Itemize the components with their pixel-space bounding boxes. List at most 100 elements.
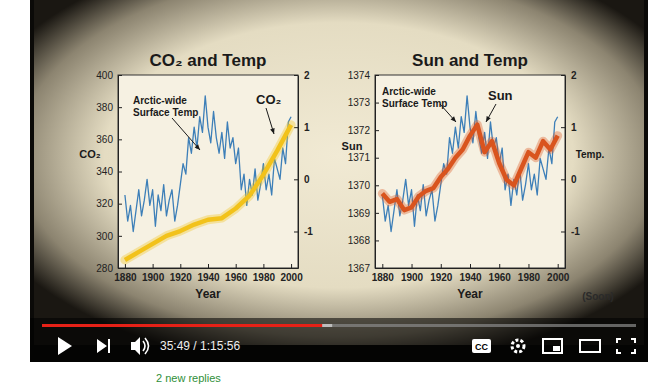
volume-button[interactable] [131,337,140,355]
tick-mark [375,240,379,241]
settings-button[interactable] [512,340,524,352]
axis-line [565,76,566,269]
pointer-line [172,118,200,150]
plot-area [382,96,557,232]
tick-mark [558,264,559,268]
tick-mark [153,264,154,268]
play-button[interactable] [58,337,72,355]
captions-label: CC [475,342,488,352]
volume-waves [143,338,149,354]
series-glow [382,125,557,210]
tick-label: 1900 [401,272,424,283]
series-label: CO₂ [256,92,282,107]
time-display: 35:49 / 1:15:56 [160,339,240,353]
tick: 1370 [348,180,379,191]
tick: 1900 [401,264,424,283]
controls-bar [30,318,648,362]
tick: 300 [96,231,122,242]
progress-track[interactable] [42,324,636,327]
y-axis: 280300320340360380400 [96,70,122,274]
chart-title: CO₂ and Temp [150,51,267,70]
tick-mark [375,130,379,131]
tick-label: 1 [304,122,310,133]
miniplayer-button[interactable] [543,339,562,353]
tick-mark [499,264,500,268]
tick: 1980 [518,264,541,283]
tick: 1369 [348,208,379,219]
source-note: (Soon) [582,291,614,302]
tick: 280 [96,263,122,274]
tick-mark [118,268,122,269]
tick-label: 2 [304,70,310,81]
tick-label: 1940 [197,272,220,283]
y2-axis-title: Temp. [576,149,605,160]
replies-link[interactable]: 2 new replies [156,372,221,384]
tick-mark [118,204,122,205]
series-line [382,125,557,210]
tick: 0 [561,174,577,185]
tick-label: 1920 [170,272,193,283]
tick: 1980 [253,264,276,283]
tick: -1 [561,226,580,237]
tick-mark [180,264,181,268]
video-frame [30,0,648,362]
tick-mark [470,264,471,268]
tick-label: 1372 [348,125,371,136]
tick-label: 1980 [518,272,541,283]
x-axis: 1880190019201940196019802000 [114,264,303,283]
axis-line [375,76,376,269]
tick-mark [375,103,379,104]
theater-button[interactable] [580,340,600,352]
tick-mark [375,213,379,214]
pointer-head [270,128,274,134]
tick-label: 1960 [489,272,512,283]
tick: 1372 [348,125,379,136]
tick-label: 1370 [348,180,371,191]
tick-label: 2000 [280,272,303,283]
series-line [382,96,557,232]
pointer-line [486,104,496,122]
tick: 1940 [459,264,482,283]
tick-label: 1368 [348,235,371,246]
tick-mark [375,185,379,186]
series-label: Arctic-wideSurface Temp [133,95,198,118]
tick-label: 0 [304,174,310,185]
tick-mark [561,75,565,76]
settings-hub [516,344,520,348]
tick-label: 1 [571,122,577,133]
tick-mark [294,179,298,180]
tick: 1920 [430,264,453,283]
tick: 1960 [225,264,248,283]
x-axis-title: Year [457,287,483,301]
tick-mark [118,236,122,237]
chart: CO₂ and Temp1880190019201940196019802000… [79,51,313,301]
tick-label: 1367 [348,263,371,274]
tick: 360 [96,134,122,145]
x-axis-title: Year [195,287,221,301]
tick-label: 1900 [142,272,165,283]
tick-label: 1920 [430,272,453,283]
next-button[interactable] [97,339,110,353]
axis-line [376,268,566,269]
progress-buffer [42,324,332,327]
tick: 2000 [280,264,303,283]
tick-label: 1980 [253,272,276,283]
y-axis-title: Sun [342,140,363,152]
fullscreen-button[interactable] [617,339,635,353]
tick: 380 [96,102,122,113]
pointer-head [195,144,200,150]
tick: 1960 [489,264,512,283]
series-glow [125,125,291,260]
captions-button[interactable] [472,339,491,353]
tick-label: 1373 [348,97,371,108]
tick-label: 380 [96,102,113,113]
tick-label: 320 [96,198,113,209]
pointer-line [440,104,456,122]
tick-mark [118,107,122,108]
tick: -1 [294,226,313,237]
tick-label: 2000 [547,272,570,283]
tick-label: 280 [96,263,113,274]
miniplayer-inner [553,346,560,351]
tick-label: 360 [96,134,113,145]
tick: 320 [96,198,122,209]
